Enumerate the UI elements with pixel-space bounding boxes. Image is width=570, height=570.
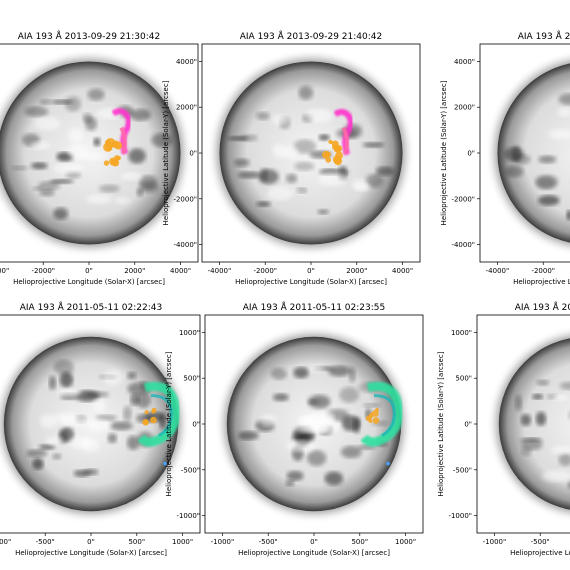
solar-disk: [498, 338, 570, 510]
panel-6: AIA 193 Å 2011-05-11 02:25:07 -1000" -500"…: [437, 301, 570, 557]
y-tick-label: 0": [189, 150, 197, 158]
panel-2: AIA 193 Å 2013-09-29 21:40:42 -4000" -2000…: [162, 30, 421, 286]
solar-disk-image: [208, 50, 414, 256]
filament-ribbon-overlay: [321, 108, 354, 166]
x-tick-label: 2000": [346, 267, 367, 275]
x-tick-label: 0": [87, 538, 95, 546]
y-tick-label: -1000": [448, 512, 472, 520]
y-tick-label: 2000": [176, 104, 197, 112]
y-tick-label: 2000": [454, 104, 475, 112]
x-tick-label: 4000": [170, 267, 191, 275]
panel-title: AIA 193 Å 2011-05-11 02:22:43: [20, 301, 162, 313]
x-tick-label: 1000": [395, 538, 416, 546]
x-axis-label: Helioprojective Longitude (Solar-X) [arc…: [13, 278, 165, 286]
panel-3: AIA 193 Å 2013-09-29 21:50:42 -4000" -2000…: [440, 30, 570, 286]
x-tick-label: -1000": [483, 538, 507, 546]
panel-5: AIA 193 Å 2011-05-11 02:23:55 -1000" -500"…: [165, 301, 424, 557]
y-axis-label: Helioprojective Latitude (Solar-Y) [arcs…: [165, 351, 173, 496]
x-tick-label: -500": [36, 538, 55, 546]
filament-ribbon-overlay: [103, 108, 132, 167]
y-tick-label: 500": [183, 375, 200, 383]
panel-title: AIA 193 Å 2011-05-11 02:23:55: [243, 301, 385, 313]
x-tick-label: -1000": [211, 538, 235, 546]
solar-disk-image: [216, 326, 412, 522]
y-tick-label: -4000": [173, 241, 197, 249]
panel-title: AIA 193 Å 2011-05-11 02:25:07: [515, 301, 570, 313]
x-axis-label: Helioprojective Longitude (Solar-X) [arc…: [235, 278, 387, 286]
x-tick-label: 1000": [172, 538, 193, 546]
x-tick-label: -500": [259, 538, 278, 546]
y-tick-label: -2000": [451, 195, 475, 203]
x-tick-label: 0": [310, 538, 318, 546]
panel-title: AIA 193 Å 2013-09-29 21:40:42: [240, 30, 382, 42]
y-tick-label: -1000": [176, 512, 200, 520]
x-tick-label: 500": [351, 538, 368, 546]
x-axis-label: Helioprojective Longitude (Solar-X) [arc…: [510, 549, 570, 557]
panel-title: AIA 193 Å 2013-09-29 21:30:42: [18, 30, 160, 42]
cme-front-overlay: [137, 381, 181, 466]
x-axis-label: Helioprojective Longitude (Solar-X) [arc…: [15, 549, 167, 557]
x-tick-label: -4000": [0, 267, 9, 275]
x-tick-label: 4000": [392, 267, 413, 275]
panel-1: AIA 193 Å 2013-09-29 21:30:42 -4000" -2000…: [0, 30, 199, 286]
y-tick-label: -500": [181, 466, 200, 474]
x-tick-label: 0": [307, 267, 315, 275]
solar-disk-image: [0, 50, 192, 256]
x-tick-label: -500": [531, 538, 550, 546]
x-tick-label: -4000": [486, 267, 510, 275]
y-tick-label: 0": [467, 150, 475, 158]
x-tick-label: 500": [128, 538, 145, 546]
x-tick-label: -4000": [208, 267, 232, 275]
y-tick-label: -2000": [173, 195, 197, 203]
y-tick-label: 4000": [176, 58, 197, 66]
x-tick-label: -2000": [31, 267, 55, 275]
panel-4: AIA 193 Å 2011-05-11 02:22:43 -1000" -500"…: [0, 301, 201, 557]
y-tick-label: -4000": [451, 241, 475, 249]
x-tick-label: -1000": [0, 538, 11, 546]
y-tick-label: 0": [464, 421, 472, 429]
solar-disk-image: [488, 327, 570, 521]
y-tick-label: 500": [455, 375, 472, 383]
y-axis-label: Helioprojective Latitude (Solar-Y) [arcs…: [437, 351, 445, 496]
y-axis-label: Helioprojective Latitude (Solar-Y) [arcs…: [162, 80, 170, 225]
y-tick-label: 1000": [451, 329, 472, 337]
solar-disk-image: [486, 52, 570, 254]
x-tick-label: 2000": [124, 267, 145, 275]
y-tick-label: 0": [192, 421, 200, 429]
y-tick-label: -500": [453, 466, 472, 474]
y-tick-label: 4000": [454, 58, 475, 66]
cme-front-overlay: [360, 381, 404, 466]
x-tick-label: -2000": [531, 267, 555, 275]
x-tick-label: 0": [85, 267, 93, 275]
x-axis-label: Helioprojective Longitude (Solar-X) [arc…: [513, 278, 570, 286]
y-tick-label: 1000": [179, 329, 200, 337]
panel-title: AIA 193 Å 2013-09-29 21:50:42: [518, 30, 570, 42]
x-axis-label: Helioprojective Longitude (Solar-X) [arc…: [238, 549, 390, 557]
solar-disk-image: [0, 326, 189, 522]
y-axis-label: Helioprojective Latitude (Solar-Y) [arcs…: [440, 80, 448, 225]
x-tick-label: -2000": [253, 267, 277, 275]
